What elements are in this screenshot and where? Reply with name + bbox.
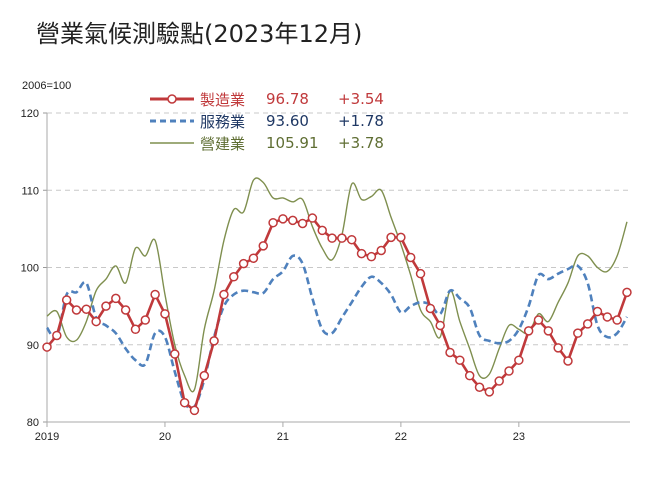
axes: 80 90 100 110 120 2019 20 21 22 23 — [21, 108, 630, 443]
data-point-marker — [258, 241, 269, 251]
data-point-marker — [278, 214, 288, 224]
data-point-marker — [474, 382, 485, 392]
solid-line-marker-icon — [150, 92, 194, 106]
data-point-marker — [219, 289, 229, 300]
data-point-marker — [91, 316, 101, 327]
data-point-marker — [337, 233, 347, 243]
services-line — [45, 254, 629, 410]
y-tick-label: 90 — [27, 340, 39, 352]
data-point-marker — [563, 356, 573, 366]
legend: 製造業 96.78 +3.54 服務業 93.60 +1.78 營建業 105.… — [150, 88, 398, 154]
legend-change: +3.54 — [338, 90, 384, 108]
data-point-marker — [435, 320, 445, 331]
legend-value: 105.91 — [266, 134, 319, 152]
data-point-marker — [130, 324, 141, 335]
data-point-marker — [573, 328, 583, 338]
data-point-marker — [170, 349, 180, 359]
y-tick-label: 80 — [27, 417, 39, 429]
x-tick-label: 20 — [159, 431, 171, 443]
data-point-marker — [543, 326, 554, 336]
data-point-marker — [189, 405, 200, 416]
data-point-marker — [533, 315, 544, 325]
x-tick-label: 23 — [513, 431, 525, 443]
data-point-marker — [464, 370, 475, 381]
data-point-marker — [612, 315, 622, 325]
data-point-marker — [179, 397, 190, 408]
data-point-marker — [366, 251, 377, 262]
gridlines — [47, 112, 630, 346]
data-point-marker — [42, 342, 52, 352]
data-point-marker — [61, 295, 72, 305]
legend-name: 製造業 — [200, 90, 246, 109]
data-point-marker — [111, 293, 121, 304]
legend-value: 93.60 — [266, 112, 309, 130]
legend-name: 服務業 — [200, 112, 246, 131]
data-point-marker — [101, 301, 111, 311]
legend-value: 96.78 — [266, 90, 309, 108]
data-point-marker — [81, 304, 92, 314]
data-point-marker — [238, 258, 249, 269]
legend-change: +3.78 — [338, 134, 384, 152]
data-point-marker — [592, 306, 603, 317]
y-axis-unit-label: 2006=100 — [22, 80, 72, 92]
data-point-marker — [317, 225, 327, 236]
data-point-marker — [445, 347, 455, 358]
data-point-marker — [52, 330, 62, 341]
data-point-marker — [514, 355, 524, 365]
legend-change: +1.78 — [338, 112, 384, 130]
x-tick-label: 2019 — [35, 431, 59, 443]
legend-item-construction: 營建業 105.91 +3.78 — [150, 132, 398, 154]
data-point-marker — [396, 232, 406, 243]
data-point-marker — [582, 319, 593, 329]
data-point-marker — [209, 336, 219, 346]
y-tick-label: 100 — [21, 263, 39, 275]
data-point-marker — [229, 272, 239, 282]
legend-name: 營建業 — [200, 134, 246, 153]
y-tick-label: 110 — [21, 185, 39, 197]
data-point-marker — [602, 312, 613, 322]
data-point-marker — [297, 218, 308, 229]
data-point-marker — [553, 343, 563, 353]
legend-item-manufacturing: 製造業 96.78 +3.54 — [150, 88, 398, 110]
data-point-marker — [307, 213, 318, 223]
data-point-marker — [523, 326, 534, 336]
data-point-marker — [346, 234, 357, 245]
thin-line-icon — [150, 136, 194, 150]
data-point-marker — [160, 309, 170, 319]
x-tick-label: 22 — [395, 431, 407, 443]
data-point-marker — [140, 315, 151, 325]
data-point-marker — [386, 232, 396, 243]
data-point-marker — [288, 215, 298, 226]
chart-series — [42, 177, 632, 416]
data-point-marker — [248, 253, 259, 263]
data-point-marker — [268, 217, 278, 228]
x-tick-label: 21 — [277, 431, 289, 443]
data-point-marker — [120, 305, 131, 315]
data-point-marker — [376, 245, 386, 256]
data-point-marker — [199, 370, 210, 381]
chart-title: 營業氣候測驗點(2023年12月) — [36, 20, 363, 48]
data-point-marker — [327, 233, 337, 243]
data-point-marker — [71, 305, 82, 315]
data-point-marker — [484, 387, 495, 397]
data-point-marker — [415, 268, 426, 279]
dashed-line-icon — [150, 114, 194, 128]
y-tick-label: 120 — [21, 108, 39, 120]
legend-item-services: 服務業 93.60 +1.78 — [150, 110, 398, 132]
data-point-marker — [356, 248, 367, 259]
data-point-marker — [494, 376, 504, 386]
data-point-marker — [622, 287, 632, 298]
data-point-marker — [150, 289, 160, 300]
data-point-marker — [405, 252, 416, 263]
data-point-marker — [455, 355, 465, 365]
data-point-marker — [425, 303, 436, 314]
data-point-marker — [504, 366, 514, 376]
